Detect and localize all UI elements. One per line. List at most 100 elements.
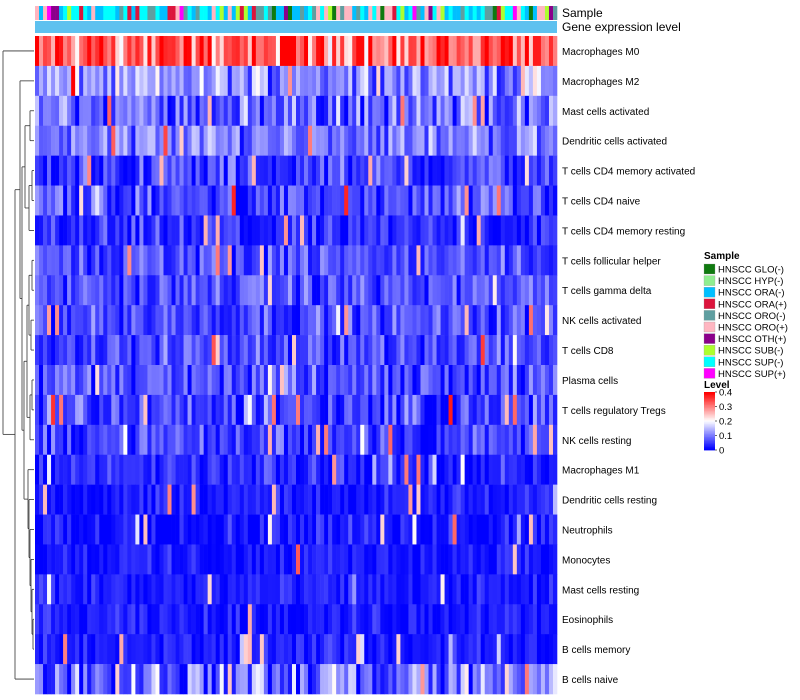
heatmap-cell [516,215,522,246]
heatmap-cell [348,335,353,366]
heatmap-cell [408,245,413,276]
heatmap-cell [512,245,518,276]
sample-annotation-cell [163,6,168,20]
sample-annotation-cell [320,6,325,20]
heatmap-cell [404,65,409,97]
heatmap-cell [143,514,148,545]
heatmap-cell [448,514,453,545]
heatmap-cell [456,185,461,216]
heatmap-cell [159,65,164,97]
sample-annotation-cell [167,6,172,20]
heatmap-cell [352,604,357,635]
heatmap-cell [300,394,305,426]
heatmap-cell [312,65,317,97]
heatmap-cell [376,394,381,426]
heatmap-cell [227,185,233,216]
heatmap-cell [75,514,80,545]
heatmap-cell [344,365,349,396]
heatmap-cell [155,95,160,127]
heatmap-cell [412,65,417,97]
sample-annotation-cell [251,6,257,20]
heatmap-cell [91,424,96,456]
heatmap-cell [75,95,80,127]
heatmap-cell [532,394,538,426]
heatmap-cell [91,95,96,127]
heatmap-cell [460,604,465,635]
heatmap-cell [211,514,216,545]
heatmap-cell [380,95,385,127]
heatmap-cell [207,155,212,186]
heatmap-cell [187,604,192,635]
heatmap-cell [368,634,373,665]
heatmap-cell [300,275,305,306]
heatmap-cell [544,335,550,366]
heatmap-cell [163,275,168,306]
sample-annotation-cell [35,6,40,20]
heatmap-cell [364,544,369,575]
heatmap-cell [348,155,353,186]
heatmap-cell [55,544,60,575]
heatmap-cell [171,574,176,605]
heatmap-cell [79,36,84,67]
heatmap-cell [356,95,361,127]
sample-annotation-cell [472,6,477,20]
heatmap-cell [544,394,550,426]
heatmap-cell [223,634,229,665]
heatmap-cell [271,185,277,216]
heatmap-cell [151,514,156,545]
heatmap-cell [139,365,144,396]
heatmap-cell [300,484,305,515]
heatmap-cell [300,36,305,67]
heatmap-cell [492,65,498,97]
heatmap-cell [368,305,373,336]
heatmap-cell [103,365,108,396]
heatmap-cell [187,275,192,306]
heatmap-cell [416,36,421,67]
heatmap-cell [115,484,120,515]
level-gradient-step [704,418,715,420]
heatmap-cell [392,664,397,695]
sample-annotation-cell [103,6,108,20]
heatmap-cell [183,664,188,695]
heatmap-cell [444,484,449,515]
heatmap-cell [123,185,128,216]
heatmap-cell [151,634,156,665]
heatmap-cell [231,365,237,396]
sample-annotation-cell [516,6,522,20]
heatmap-cell [296,65,301,97]
heatmap-cell [143,424,148,456]
heatmap-cell [304,245,309,276]
heatmap-cell [380,305,385,336]
heatmap-cell [87,275,92,306]
heatmap-cell [71,215,76,246]
heatmap-cell [131,484,136,515]
heatmap-cell [259,95,265,127]
heatmap-cell [360,634,365,665]
heatmap-cell [540,394,546,426]
heatmap-cell [520,544,526,575]
heatmap-cell [352,275,357,306]
heatmap-cell [316,305,321,336]
heatmap-cell [392,215,397,246]
heatmap-cell [392,245,397,276]
heatmap-cell [532,365,538,396]
heatmap-cell [536,305,542,336]
heatmap-cell [79,634,84,665]
heatmap-cell [296,424,301,456]
heatmap-cell [219,65,225,97]
heatmap-cell [488,275,494,306]
heatmap-cell [115,215,120,246]
heatmap-cell [279,215,285,246]
heatmap-cell [135,36,140,67]
heatmap-cell [504,155,510,186]
heatmap-cell [352,514,357,545]
heatmap-cell [400,125,405,156]
heatmap-cell [239,65,245,97]
heatmap-cell [39,95,44,127]
heatmap-cell [199,65,204,97]
heatmap-cell [504,36,510,67]
heatmap-cell [496,185,502,216]
heatmap-cell [131,365,136,396]
heatmap-cell [536,155,542,186]
heatmap-cell [452,335,457,366]
